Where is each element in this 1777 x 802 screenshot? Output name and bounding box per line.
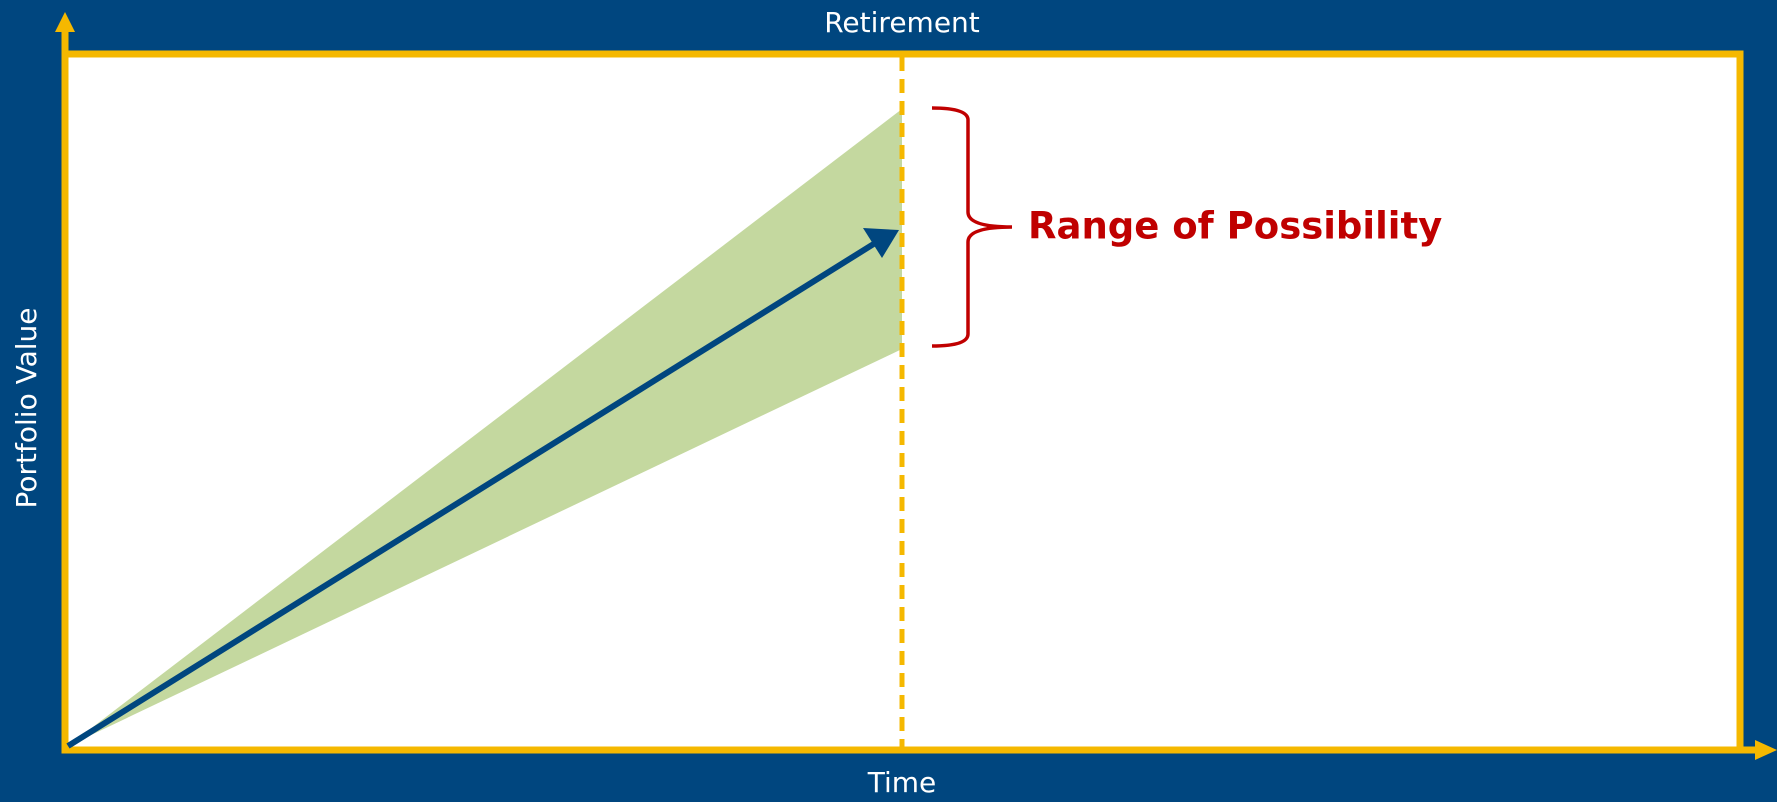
top-label: Retirement [824,6,980,39]
annotation: Range of Possibility [1028,205,1442,248]
x-axis-arrowhead [1755,740,1777,760]
range-brace [931,106,1013,348]
y-axis-arrowhead [55,12,75,32]
x-axis-label: Time [867,766,937,799]
expected-path-arrowhead [863,228,899,258]
y-axis-label: Portfolio Value [10,308,43,509]
range-cone [68,109,902,746]
expected-path [66,237,882,749]
